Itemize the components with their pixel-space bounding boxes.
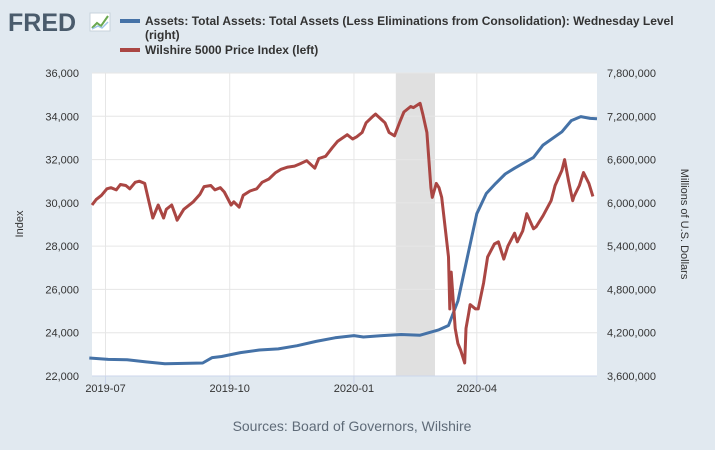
- right-tick-label: 7,800,000: [607, 68, 656, 80]
- gridlines: [92, 72, 597, 377]
- left-axis: 22,000 24,000 26,000 28,000 30,000 32,000 34,0…: [45, 68, 79, 383]
- left-tick-label: 34,000: [45, 111, 79, 123]
- x-tick-label: 2019-10: [210, 383, 250, 395]
- source-note: Sources: Board of Governors, Wilshire: [233, 418, 472, 434]
- right-tick-label: 4,200,000: [607, 328, 656, 340]
- series-layer: [89, 101, 598, 366]
- left-tick-label: 28,000: [45, 241, 79, 253]
- left-axis-title: Index: [14, 210, 26, 237]
- series-line-assets: [89, 115, 598, 366]
- x-tick-label: 2020-01: [334, 383, 374, 395]
- right-tick-label: 3,600,000: [607, 371, 656, 383]
- recession-band: [395, 73, 435, 376]
- right-tick-label: 7,200,000: [607, 111, 656, 123]
- legend: Assets: Total Assets: Total Assets (Less…: [120, 14, 674, 57]
- fred-graph-icon: [89, 12, 111, 32]
- legend-label-assets-line2: (right): [145, 28, 180, 42]
- legend-label-assets-line1: Assets: Total Assets: Total Assets (Less…: [145, 14, 674, 28]
- left-tick-label: 36,000: [45, 68, 79, 80]
- right-axis: 3,600,000 4,200,000 4,800,000 5,400,000 6,00…: [607, 68, 656, 383]
- right-tick-label: 5,400,000: [607, 241, 656, 253]
- right-tick-label: 6,000,000: [607, 198, 656, 210]
- right-tick-label: 4,800,000: [607, 284, 656, 296]
- fred-logo-text: FRED: [8, 9, 76, 37]
- plot-area: [92, 73, 597, 376]
- left-tick-label: 32,000: [45, 155, 79, 167]
- legend-label-wilshire: Wilshire 5000 Price Index (left): [145, 43, 318, 57]
- x-axis: 2019-07 2019-10 2020-01 2020-04: [85, 375, 597, 395]
- x-tick-label: 2020-04: [457, 383, 497, 395]
- left-tick-label: 26,000: [45, 284, 79, 296]
- right-tick-label: 6,600,000: [607, 155, 656, 167]
- x-tick-label: 2019-07: [85, 383, 125, 395]
- left-tick-label: 22,000: [45, 371, 79, 383]
- left-tick-label: 24,000: [45, 328, 79, 340]
- right-axis-title: Millions of U.S. Dollars: [678, 169, 690, 280]
- fred-logo: FRED: [8, 9, 111, 37]
- series-line-wilshire: [90, 101, 595, 365]
- left-tick-label: 30,000: [45, 198, 79, 210]
